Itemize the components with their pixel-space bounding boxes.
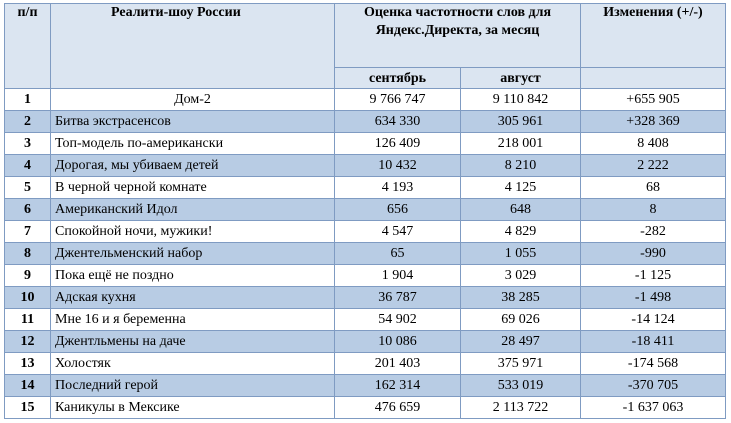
table-row: 9 Пока ещё не поздно 1 904 3 029 -1 125 bbox=[4, 264, 726, 287]
table-row: 8 Джентельменский набор 65 1 055 -990 bbox=[4, 242, 726, 265]
august-value: 1 055 bbox=[460, 242, 581, 265]
september-value: 36 787 bbox=[334, 286, 461, 309]
row-number: 13 bbox=[4, 352, 51, 375]
row-number: 12 bbox=[4, 330, 51, 353]
show-name: Последний герой bbox=[50, 374, 335, 397]
september-value: 1 904 bbox=[334, 264, 461, 287]
change-value: -990 bbox=[580, 242, 726, 265]
september-value: 4 547 bbox=[334, 220, 461, 243]
august-value: 9 110 842 bbox=[460, 88, 581, 111]
show-name: Холостяк bbox=[50, 352, 335, 375]
september-value: 65 bbox=[334, 242, 461, 265]
change-value: 8 bbox=[580, 198, 726, 221]
header-num: п/п bbox=[4, 3, 51, 89]
table-row: 13 Холостяк 201 403 375 971 -174 568 bbox=[4, 352, 726, 375]
september-value: 4 193 bbox=[334, 176, 461, 199]
show-name: Джентльмены на даче bbox=[50, 330, 335, 353]
show-name: Дом-2 bbox=[50, 88, 335, 111]
header-change: Изменения (+/-) bbox=[580, 3, 726, 68]
september-value: 634 330 bbox=[334, 110, 461, 133]
table-row: 7 Спокойной ночи, мужики! 4 547 4 829 -282 bbox=[4, 220, 726, 243]
row-number: 8 bbox=[4, 242, 51, 265]
august-value: 375 971 bbox=[460, 352, 581, 375]
change-value: -370 705 bbox=[580, 374, 726, 397]
row-number: 11 bbox=[4, 308, 51, 331]
subheader-september: сентябрь bbox=[334, 67, 461, 89]
row-number: 2 bbox=[4, 110, 51, 133]
change-value: -174 568 bbox=[580, 352, 726, 375]
table-row: 10 Адская кухня 36 787 38 285 -1 498 bbox=[4, 286, 726, 309]
header-frequency: Оценка частотности слов для Яндекс.Дирек… bbox=[334, 3, 581, 68]
subheader-august: август bbox=[460, 67, 581, 89]
row-number: 1 bbox=[4, 88, 51, 111]
show-name: Каникулы в Мексике bbox=[50, 396, 335, 419]
september-value: 126 409 bbox=[334, 132, 461, 155]
change-value: -18 411 bbox=[580, 330, 726, 353]
september-value: 10 432 bbox=[334, 154, 461, 177]
show-name: Американский Идол bbox=[50, 198, 335, 221]
september-value: 162 314 bbox=[334, 374, 461, 397]
row-number: 3 bbox=[4, 132, 51, 155]
change-value: +328 369 bbox=[580, 110, 726, 133]
change-value: 2 222 bbox=[580, 154, 726, 177]
change-value: 8 408 bbox=[580, 132, 726, 155]
change-value: -1 637 063 bbox=[580, 396, 726, 419]
row-number: 7 bbox=[4, 220, 51, 243]
august-value: 38 285 bbox=[460, 286, 581, 309]
show-name: Пока ещё не поздно bbox=[50, 264, 335, 287]
ratings-table: п/п Реалити-шоу России Оценка частотност… bbox=[4, 3, 726, 419]
row-number: 5 bbox=[4, 176, 51, 199]
row-number: 4 bbox=[4, 154, 51, 177]
table-row: 14 Последний герой 162 314 533 019 -370 705 bbox=[4, 374, 726, 397]
table-row: 2 Битва экстрасенсов 634 330 305 961 +328 36… bbox=[4, 110, 726, 133]
august-value: 648 bbox=[460, 198, 581, 221]
september-value: 9 766 747 bbox=[334, 88, 461, 111]
august-value: 305 961 bbox=[460, 110, 581, 133]
change-value: -1 498 bbox=[580, 286, 726, 309]
august-value: 218 001 bbox=[460, 132, 581, 155]
table-row: 3 Топ-модель по-американски 126 409 218 001… bbox=[4, 132, 726, 155]
row-number: 9 bbox=[4, 264, 51, 287]
september-value: 54 902 bbox=[334, 308, 461, 331]
table-row: 4 Дорогая, мы убиваем детей 10 432 8 210 2 2… bbox=[4, 154, 726, 177]
table-row: 15 Каникулы в Мексике 476 659 2 113 722 -1 6… bbox=[4, 396, 726, 419]
change-value: -282 bbox=[580, 220, 726, 243]
change-value: -14 124 bbox=[580, 308, 726, 331]
show-name: Джентельменский набор bbox=[50, 242, 335, 265]
september-value: 10 086 bbox=[334, 330, 461, 353]
show-name: Битва экстрасенсов bbox=[50, 110, 335, 133]
august-value: 2 113 722 bbox=[460, 396, 581, 419]
august-value: 8 210 bbox=[460, 154, 581, 177]
table-row: 12 Джентльмены на даче 10 086 28 497 -18 411 bbox=[4, 330, 726, 353]
table-row: 11 Мне 16 и я беременна 54 902 69 026 -14 12… bbox=[4, 308, 726, 331]
change-value: -1 125 bbox=[580, 264, 726, 287]
table-row: 1 Дом-2 9 766 747 9 110 842 +655 905 bbox=[4, 88, 726, 111]
august-value: 533 019 bbox=[460, 374, 581, 397]
show-name: Адская кухня bbox=[50, 286, 335, 309]
show-name: Мне 16 и я беременна bbox=[50, 308, 335, 331]
september-value: 656 bbox=[334, 198, 461, 221]
august-value: 4 829 bbox=[460, 220, 581, 243]
show-name: Топ-модель по-американски bbox=[50, 132, 335, 155]
row-number: 6 bbox=[4, 198, 51, 221]
september-value: 201 403 bbox=[334, 352, 461, 375]
change-value: +655 905 bbox=[580, 88, 726, 111]
show-name: В черной черной комнате bbox=[50, 176, 335, 199]
subheader-change bbox=[580, 67, 726, 89]
header-show: Реалити-шоу России bbox=[50, 3, 335, 89]
show-name: Спокойной ночи, мужики! bbox=[50, 220, 335, 243]
august-value: 4 125 bbox=[460, 176, 581, 199]
august-value: 69 026 bbox=[460, 308, 581, 331]
august-value: 3 029 bbox=[460, 264, 581, 287]
september-value: 476 659 bbox=[334, 396, 461, 419]
table-row: 6 Американский Идол 656 648 8 bbox=[4, 198, 726, 221]
show-name: Дорогая, мы убиваем детей bbox=[50, 154, 335, 177]
row-number: 14 bbox=[4, 374, 51, 397]
row-number: 15 bbox=[4, 396, 51, 419]
change-value: 68 bbox=[580, 176, 726, 199]
row-number: 10 bbox=[4, 286, 51, 309]
august-value: 28 497 bbox=[460, 330, 581, 353]
